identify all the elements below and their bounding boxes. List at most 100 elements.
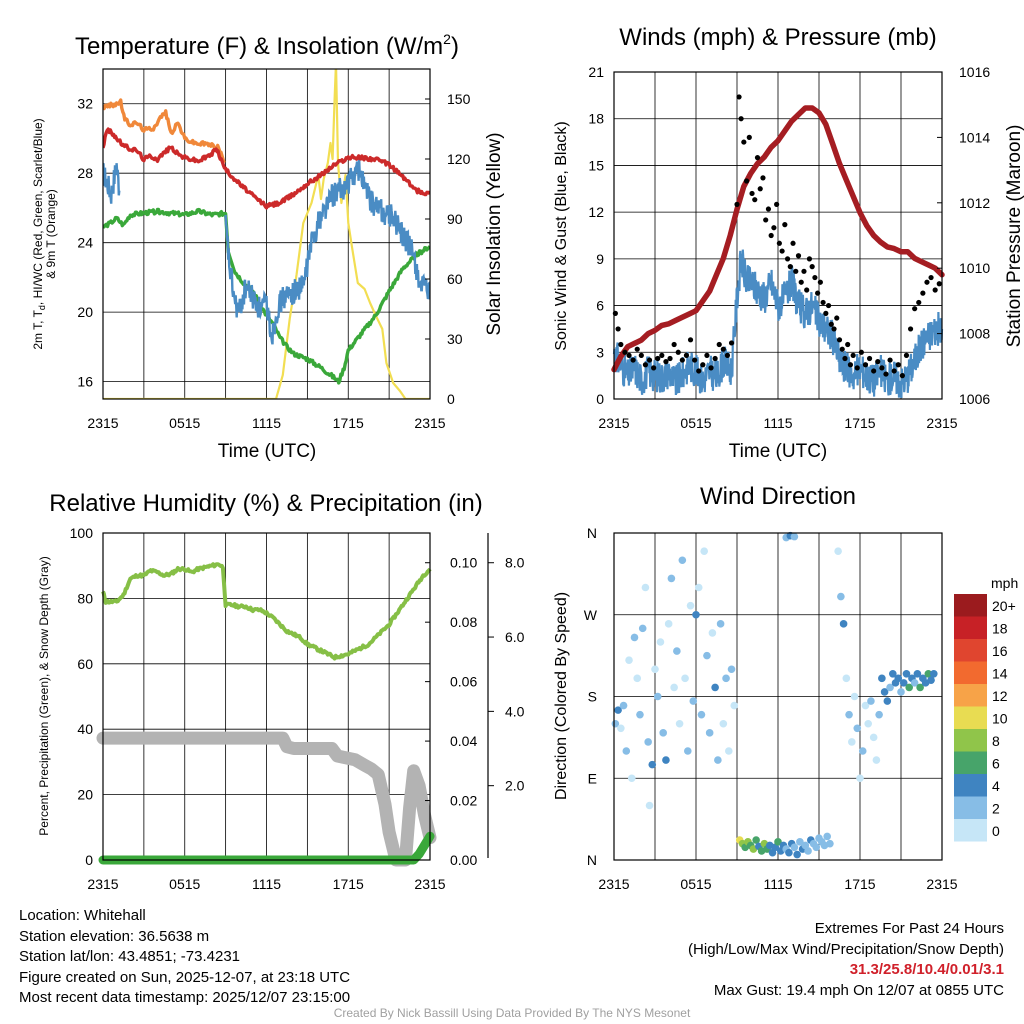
legend-label: 4 [992,778,1000,794]
direction-point [673,647,681,655]
speed-color-legend: 20+ 18 16 14 12 10 8 6 4 2 0 [954,594,1016,842]
extremes-values: 31.3/25.8/10.4/0.01/3.1 [849,961,1004,978]
precip-tick-label: 0.00 [450,852,477,868]
precip-tick-label: 0.06 [450,674,477,690]
legend-swatch [954,594,987,617]
gust-point [622,349,628,355]
y-tick-label: 12 [588,204,604,220]
gust-point [787,264,793,270]
legend-label: 12 [992,688,1008,704]
gust-point [828,321,834,327]
direction-point [796,838,804,846]
x-tick-label: 2315 [598,415,629,431]
direction-point [858,747,867,755]
gust-point [757,186,763,192]
direction-point [804,847,812,855]
gust-point [793,268,799,274]
gust-point [716,341,722,348]
snow-tick-label: 4.0 [505,703,525,719]
station-elevation: Station elevation: 36.5638 m [19,927,210,945]
direction-point [880,688,889,696]
legend-swatch [954,661,987,684]
precip-tick-label: 0.08 [450,614,477,630]
gust-point [708,365,714,371]
legend-label: 0 [992,823,1000,839]
gust-point [804,287,810,293]
direction-point [653,692,662,701]
x-tick-label: 1715 [333,415,364,431]
gust-point [704,352,710,358]
gust-point [798,279,804,285]
direction-point [708,629,717,637]
gust-point [903,352,910,358]
direction-point [714,756,722,764]
legend-label: 20+ [992,598,1016,614]
max-gust: Max Gust: 19.4 mph On 12/07 at 0855 UTC [713,981,1004,999]
direction-point [886,683,894,692]
gust-point [724,352,731,358]
legend-label: 16 [992,643,1008,659]
direction-point [638,624,647,633]
direction-point [878,674,886,683]
direction-point [711,683,719,692]
gust-point [776,240,782,246]
legend-label: 10 [992,711,1008,727]
direction-point [856,774,864,783]
gust-point [752,197,758,203]
y-tick-label: 100 [70,525,94,541]
gust-point [887,357,893,363]
direction-point [700,547,708,555]
direction-points [611,531,938,859]
gust-point [879,365,885,371]
x-tick-label: 2315 [414,415,445,431]
y-tick-label: 6 [596,298,604,314]
direction-point [916,683,924,692]
direction-point [644,738,652,746]
x-tick-label: 2315 [926,876,957,892]
direction-point [899,679,908,687]
legend-swatch [954,616,987,639]
legend-label: 14 [992,666,1008,682]
gust-point [928,274,934,281]
gust-point [642,362,649,368]
gust-point [659,352,665,358]
direction-plot-frame [613,532,943,861]
gust-point [760,175,766,181]
gust-point [696,368,702,374]
gust-point [825,302,832,309]
direction-point [930,669,938,678]
gust-point [817,279,823,285]
precip-tick-label: 0.02 [450,793,477,809]
y-tick-label: 9 [596,251,604,267]
direction-point [872,756,881,764]
y2-tick-label: 1008 [959,326,990,342]
direction-point [752,836,760,844]
direction-point [913,669,922,678]
gust-point [741,139,747,145]
temperature-xlabel: Time (UTC) [218,441,317,462]
direction-point [867,697,875,705]
x-tick-label: 1115 [252,876,281,892]
snow-tick-label: 2.0 [505,778,525,794]
y2-tick-label: 1014 [959,129,990,145]
y-tick-label: 15 [588,157,604,173]
direction-point [670,683,678,692]
y-tick-label: 20 [77,304,93,320]
x-tick-label: 1115 [252,415,281,431]
direction-point [842,674,851,683]
gust-point [630,357,636,363]
legend-swatch [954,819,987,842]
gust-point [790,240,796,246]
temperature-title: Temperature (F) & Insolation (W/m2) [75,31,459,60]
gust-point [618,341,624,348]
direction-point [614,706,622,714]
gust-point [763,217,769,223]
x-tick-label: 2315 [87,876,118,892]
direction-point [837,592,845,601]
direction-point [617,724,625,733]
temperature-series [103,69,430,399]
direction-point [845,710,853,719]
winds-plot-frame [613,71,943,400]
